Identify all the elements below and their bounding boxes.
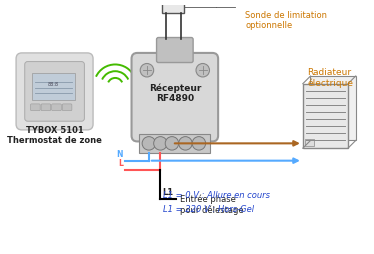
FancyBboxPatch shape — [162, 1, 184, 12]
Circle shape — [196, 64, 209, 77]
FancyBboxPatch shape — [25, 61, 85, 121]
Circle shape — [142, 137, 156, 150]
Circle shape — [179, 137, 192, 150]
FancyBboxPatch shape — [157, 38, 193, 62]
Circle shape — [165, 137, 179, 150]
Text: L1 = 220 V : Hors-Gel: L1 = 220 V : Hors-Gel — [163, 205, 254, 214]
Text: Récepteur
RF4890: Récepteur RF4890 — [148, 83, 201, 103]
FancyBboxPatch shape — [41, 104, 51, 111]
Text: TYBOX 5101
Thermostat de zone: TYBOX 5101 Thermostat de zone — [7, 126, 102, 146]
Text: Sonde de limitation
optionnelle: Sonde de limitation optionnelle — [245, 11, 327, 30]
FancyBboxPatch shape — [139, 134, 211, 153]
FancyBboxPatch shape — [33, 73, 75, 100]
Text: Radiateur
électrique: Radiateur électrique — [307, 68, 353, 88]
Circle shape — [154, 137, 167, 150]
Text: L1 = 0 V : Allure en cours: L1 = 0 V : Allure en cours — [163, 192, 270, 200]
Circle shape — [192, 137, 206, 150]
FancyBboxPatch shape — [310, 76, 356, 140]
FancyBboxPatch shape — [31, 104, 40, 111]
FancyBboxPatch shape — [305, 138, 315, 146]
FancyBboxPatch shape — [303, 84, 348, 148]
Text: L1: L1 — [162, 188, 174, 197]
Text: N: N — [116, 150, 123, 159]
Text: L: L — [118, 159, 123, 168]
FancyBboxPatch shape — [52, 104, 61, 111]
FancyBboxPatch shape — [62, 104, 72, 111]
Text: 88:8: 88:8 — [48, 82, 59, 87]
Text: Entrée phase
pour délestage: Entrée phase pour délestage — [180, 194, 243, 215]
FancyBboxPatch shape — [132, 53, 218, 141]
Circle shape — [140, 64, 154, 77]
FancyBboxPatch shape — [16, 53, 93, 130]
